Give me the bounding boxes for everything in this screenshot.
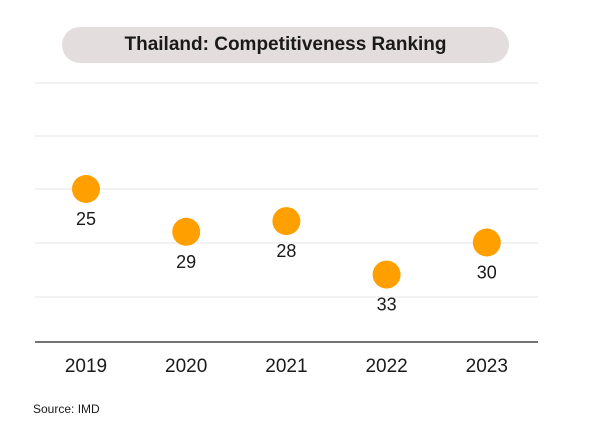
data-label-2022: 33 — [377, 295, 397, 315]
data-label-2021: 28 — [276, 241, 296, 261]
x-tick-2021: 2021 — [265, 356, 307, 377]
x-tick-2019: 2019 — [65, 356, 107, 377]
data-point-2023 — [472, 228, 501, 257]
x-tick-2022: 2022 — [365, 356, 407, 377]
gridlines — [35, 82, 538, 298]
chart-title: Thailand: Competitiveness Ranking — [62, 27, 509, 63]
x-tick-2020: 2020 — [165, 356, 207, 377]
data-label-2023: 30 — [477, 263, 497, 283]
data-point-2021 — [272, 207, 301, 236]
data-point-2020 — [172, 217, 201, 246]
x-tick-labels: 2019 2020 2021 2022 2023 — [65, 356, 508, 377]
x-tick-2023: 2023 — [466, 356, 508, 377]
data-point-2019 — [72, 175, 100, 203]
data-point-2022 — [372, 260, 401, 289]
source-note: Source: IMD — [33, 402, 100, 416]
data-points: 25 29 28 33 30 — [72, 175, 501, 315]
data-label-2020: 29 — [176, 252, 196, 272]
data-label-2019: 25 — [76, 209, 96, 229]
